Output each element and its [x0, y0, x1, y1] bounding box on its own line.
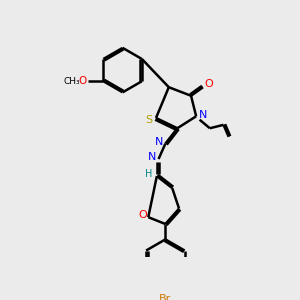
Text: N: N — [148, 152, 156, 162]
Text: Br: Br — [159, 294, 172, 300]
Text: N: N — [199, 110, 207, 120]
Text: CH₃: CH₃ — [63, 77, 80, 86]
Text: S: S — [146, 115, 153, 125]
Text: O: O — [205, 79, 213, 89]
Text: H: H — [145, 169, 152, 179]
Text: O: O — [138, 211, 147, 220]
Text: O: O — [79, 76, 87, 86]
Text: N: N — [155, 137, 164, 147]
